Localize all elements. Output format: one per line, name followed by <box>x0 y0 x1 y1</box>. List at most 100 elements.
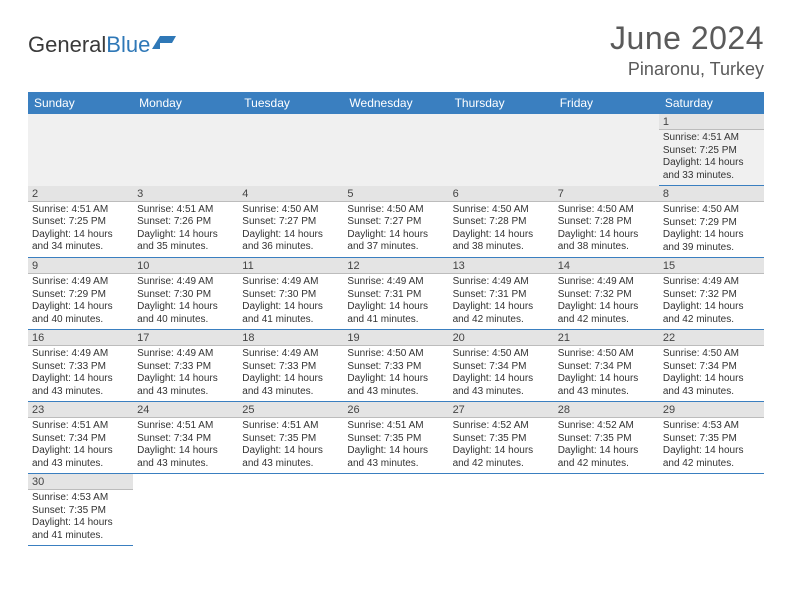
daylight-text: Daylight: 14 hours and 34 minutes. <box>32 229 129 254</box>
day-details: Sunrise: 4:51 AMSunset: 7:35 PMDaylight:… <box>343 418 448 473</box>
title-block: June 2024 Pinaronu, Turkey <box>610 20 764 80</box>
day-number: 9 <box>28 258 133 274</box>
daylight-text: Daylight: 14 hours and 43 minutes. <box>242 445 339 470</box>
brand-name: GeneralBlue <box>28 32 150 58</box>
daylight-text: Daylight: 14 hours and 43 minutes. <box>663 373 760 398</box>
day-details: Sunrise: 4:49 AMSunset: 7:32 PMDaylight:… <box>659 274 764 329</box>
daylight-text: Daylight: 14 hours and 43 minutes. <box>453 373 550 398</box>
day-details: Sunrise: 4:49 AMSunset: 7:33 PMDaylight:… <box>133 346 238 401</box>
day-number: 3 <box>133 186 238 202</box>
daylight-text: Daylight: 14 hours and 36 minutes. <box>242 229 339 254</box>
day-number: 2 <box>28 186 133 202</box>
sunset-text: Sunset: 7:35 PM <box>32 505 129 518</box>
sunrise-text: Sunrise: 4:49 AM <box>663 276 760 289</box>
calendar-cell <box>28 114 133 186</box>
daylight-text: Daylight: 14 hours and 43 minutes. <box>347 445 444 470</box>
brand-name-part2: Blue <box>106 32 150 57</box>
sunset-text: Sunset: 7:34 PM <box>137 433 234 446</box>
sunrise-text: Sunrise: 4:50 AM <box>558 348 655 361</box>
sunset-text: Sunset: 7:32 PM <box>558 289 655 302</box>
sunrise-text: Sunrise: 4:53 AM <box>663 420 760 433</box>
calendar-cell: 11Sunrise: 4:49 AMSunset: 7:30 PMDayligh… <box>238 258 343 330</box>
day-details: Sunrise: 4:50 AMSunset: 7:28 PMDaylight:… <box>449 202 554 257</box>
day-details: Sunrise: 4:50 AMSunset: 7:27 PMDaylight:… <box>238 202 343 257</box>
day-number: 8 <box>659 186 764 202</box>
calendar-row: 1Sunrise: 4:51 AMSunset: 7:25 PMDaylight… <box>28 114 764 186</box>
day-number: 6 <box>449 186 554 202</box>
day-number: 28 <box>554 402 659 418</box>
sunrise-text: Sunrise: 4:51 AM <box>663 132 760 145</box>
day-details: Sunrise: 4:51 AMSunset: 7:25 PMDaylight:… <box>28 202 133 257</box>
daylight-text: Daylight: 14 hours and 42 minutes. <box>453 445 550 470</box>
sunset-text: Sunset: 7:35 PM <box>242 433 339 446</box>
daylight-text: Daylight: 14 hours and 43 minutes. <box>32 445 129 470</box>
calendar-cell: 9Sunrise: 4:49 AMSunset: 7:29 PMDaylight… <box>28 258 133 330</box>
calendar-row: 2Sunrise: 4:51 AMSunset: 7:25 PMDaylight… <box>28 186 764 258</box>
calendar-cell: 6Sunrise: 4:50 AMSunset: 7:28 PMDaylight… <box>449 186 554 258</box>
day-number: 18 <box>238 330 343 346</box>
daylight-text: Daylight: 14 hours and 41 minutes. <box>242 301 339 326</box>
sunset-text: Sunset: 7:35 PM <box>347 433 444 446</box>
day-number: 10 <box>133 258 238 274</box>
daylight-text: Daylight: 14 hours and 43 minutes. <box>347 373 444 398</box>
calendar-row: 16Sunrise: 4:49 AMSunset: 7:33 PMDayligh… <box>28 330 764 402</box>
day-details: Sunrise: 4:49 AMSunset: 7:32 PMDaylight:… <box>554 274 659 329</box>
day-details: Sunrise: 4:50 AMSunset: 7:27 PMDaylight:… <box>343 202 448 257</box>
calendar-cell: 24Sunrise: 4:51 AMSunset: 7:34 PMDayligh… <box>133 402 238 474</box>
day-details: Sunrise: 4:49 AMSunset: 7:30 PMDaylight:… <box>133 274 238 329</box>
sunrise-text: Sunrise: 4:49 AM <box>242 348 339 361</box>
calendar-row: 23Sunrise: 4:51 AMSunset: 7:34 PMDayligh… <box>28 402 764 474</box>
sunset-text: Sunset: 7:34 PM <box>558 361 655 374</box>
calendar-cell: 13Sunrise: 4:49 AMSunset: 7:31 PMDayligh… <box>449 258 554 330</box>
sunset-text: Sunset: 7:34 PM <box>32 433 129 446</box>
day-number: 23 <box>28 402 133 418</box>
sunrise-text: Sunrise: 4:49 AM <box>32 348 129 361</box>
calendar-cell <box>238 114 343 186</box>
calendar-cell: 8Sunrise: 4:50 AMSunset: 7:29 PMDaylight… <box>659 186 764 258</box>
location-text: Pinaronu, Turkey <box>610 59 764 80</box>
sunrise-text: Sunrise: 4:50 AM <box>347 348 444 361</box>
calendar-table: SundayMondayTuesdayWednesdayThursdayFrid… <box>28 92 764 546</box>
sunset-text: Sunset: 7:25 PM <box>32 216 129 229</box>
sunrise-text: Sunrise: 4:49 AM <box>137 276 234 289</box>
sunset-text: Sunset: 7:27 PM <box>347 216 444 229</box>
sunset-text: Sunset: 7:33 PM <box>137 361 234 374</box>
sunrise-text: Sunrise: 4:50 AM <box>663 348 760 361</box>
calendar-cell: 25Sunrise: 4:51 AMSunset: 7:35 PMDayligh… <box>238 402 343 474</box>
calendar-cell: 10Sunrise: 4:49 AMSunset: 7:30 PMDayligh… <box>133 258 238 330</box>
day-details: Sunrise: 4:51 AMSunset: 7:25 PMDaylight:… <box>659 130 764 185</box>
day-details: Sunrise: 4:51 AMSunset: 7:34 PMDaylight:… <box>28 418 133 473</box>
day-details: Sunrise: 4:49 AMSunset: 7:30 PMDaylight:… <box>238 274 343 329</box>
calendar-cell: 22Sunrise: 4:50 AMSunset: 7:34 PMDayligh… <box>659 330 764 402</box>
daylight-text: Daylight: 14 hours and 43 minutes. <box>32 373 129 398</box>
weekday-header: Wednesday <box>343 92 448 114</box>
calendar-cell: 4Sunrise: 4:50 AMSunset: 7:27 PMDaylight… <box>238 186 343 258</box>
calendar-cell: 16Sunrise: 4:49 AMSunset: 7:33 PMDayligh… <box>28 330 133 402</box>
day-number: 12 <box>343 258 448 274</box>
day-details: Sunrise: 4:49 AMSunset: 7:29 PMDaylight:… <box>28 274 133 329</box>
daylight-text: Daylight: 14 hours and 37 minutes. <box>347 229 444 254</box>
sunrise-text: Sunrise: 4:49 AM <box>32 276 129 289</box>
day-details: Sunrise: 4:49 AMSunset: 7:33 PMDaylight:… <box>238 346 343 401</box>
calendar-cell: 15Sunrise: 4:49 AMSunset: 7:32 PMDayligh… <box>659 258 764 330</box>
month-title: June 2024 <box>610 20 764 57</box>
sunrise-text: Sunrise: 4:49 AM <box>453 276 550 289</box>
sunset-text: Sunset: 7:32 PM <box>663 289 760 302</box>
day-details: Sunrise: 4:53 AMSunset: 7:35 PMDaylight:… <box>659 418 764 473</box>
flag-icon <box>152 31 180 56</box>
day-number: 1 <box>659 114 764 130</box>
page-header: GeneralBlue June 2024 Pinaronu, Turkey <box>28 20 764 80</box>
calendar-cell <box>238 474 343 546</box>
day-number: 26 <box>343 402 448 418</box>
calendar-cell: 21Sunrise: 4:50 AMSunset: 7:34 PMDayligh… <box>554 330 659 402</box>
day-number: 30 <box>28 474 133 490</box>
sunrise-text: Sunrise: 4:50 AM <box>242 204 339 217</box>
day-number: 22 <box>659 330 764 346</box>
calendar-cell <box>133 114 238 186</box>
day-details: Sunrise: 4:51 AMSunset: 7:34 PMDaylight:… <box>133 418 238 473</box>
daylight-text: Daylight: 14 hours and 42 minutes. <box>663 445 760 470</box>
calendar-cell <box>343 114 448 186</box>
daylight-text: Daylight: 14 hours and 33 minutes. <box>663 157 760 182</box>
sunrise-text: Sunrise: 4:50 AM <box>663 204 760 217</box>
sunset-text: Sunset: 7:35 PM <box>453 433 550 446</box>
